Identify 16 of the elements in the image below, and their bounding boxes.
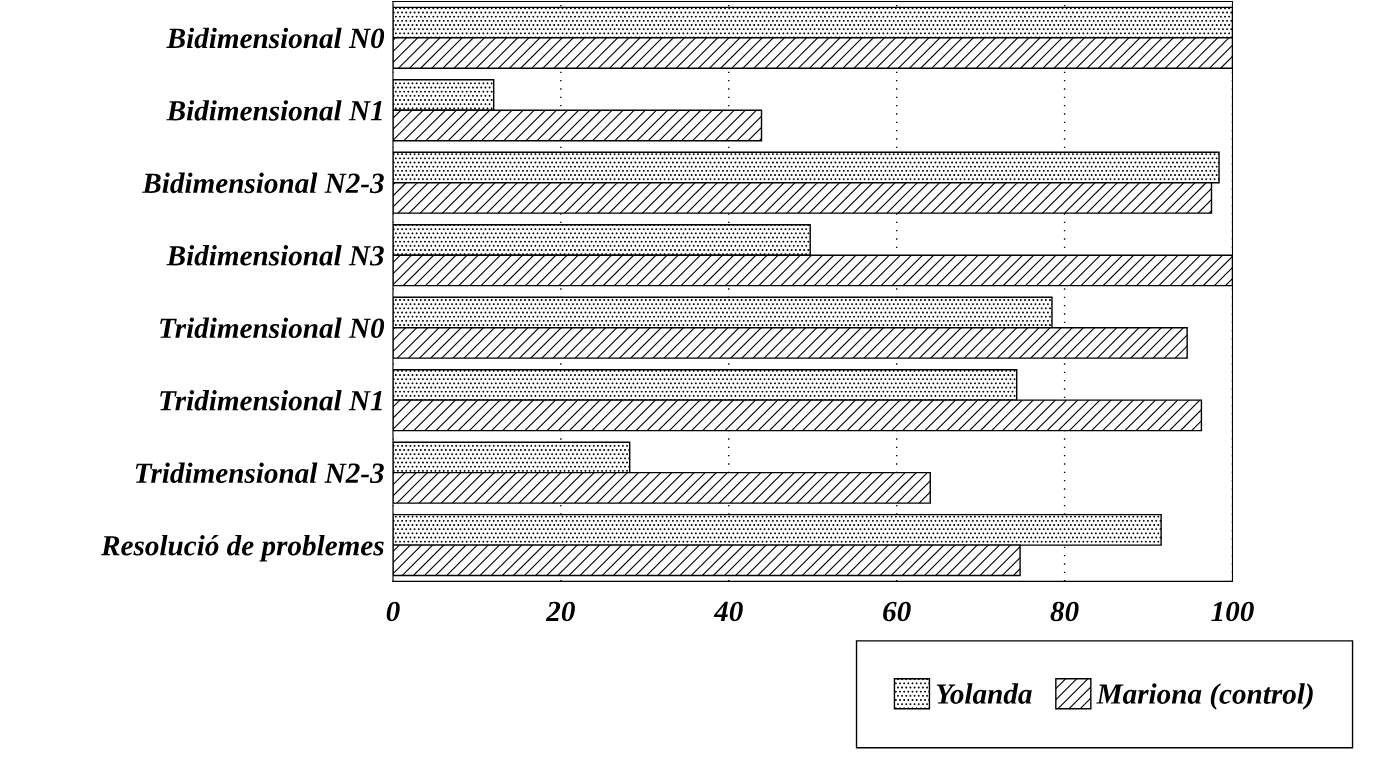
x-tick-label: 40 <box>713 601 743 622</box>
y-tick-label: Bidimensional N2-3 <box>142 172 384 194</box>
y-tick-label: Tridimensional N2-3 <box>135 462 384 484</box>
legend-label: Yolanda <box>936 683 1032 704</box>
y-tick-label: Resolució de problemes <box>101 534 384 562</box>
legend-label: Mariona (control) <box>1096 683 1313 710</box>
x-tick-label: 100 <box>1211 601 1254 622</box>
y-tick-label: Bidimensional N0 <box>166 27 385 49</box>
y-tick-label: Bidimensional N3 <box>166 245 384 266</box>
x-tick-label: 60 <box>883 601 911 622</box>
x-tick-label: 80 <box>1050 601 1079 622</box>
y-tick-label: Tridimensional N0 <box>160 317 385 339</box>
x-tick-label: 0 <box>386 601 400 622</box>
x-tick-label: 20 <box>545 601 575 622</box>
y-tick-label: Bidimensional N1 <box>166 100 382 121</box>
y-tick-label: Tridimensional N1 <box>160 390 382 411</box>
